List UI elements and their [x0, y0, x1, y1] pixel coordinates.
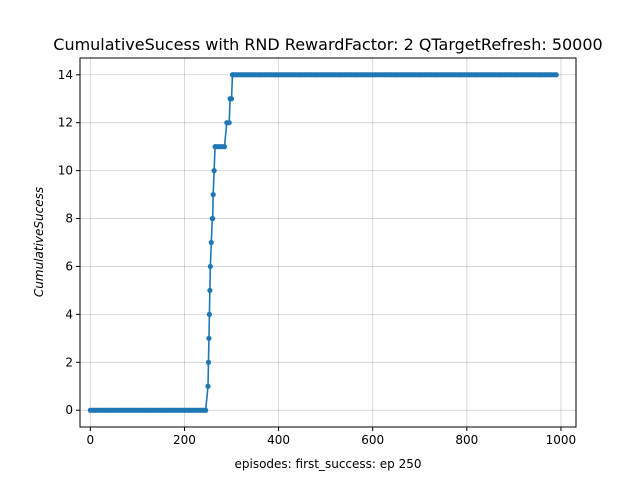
data-point	[207, 287, 213, 294]
y-tick-label: 0	[65, 403, 73, 417]
y-tick-label: 14	[58, 68, 73, 82]
data-point	[210, 191, 216, 198]
data-point	[207, 263, 213, 270]
plot-frame	[79, 57, 577, 428]
data-point	[226, 120, 232, 126]
y-axis-label: CumulativeSucess	[32, 187, 46, 297]
data-point	[205, 359, 212, 365]
y-tick-label: 2	[65, 355, 73, 369]
x-tick-label: 200	[173, 433, 196, 447]
x-tick-label: 600	[361, 433, 384, 447]
data-point	[206, 311, 213, 317]
data-point	[205, 383, 211, 389]
ticks: 0 200 400 600 800 1000 0 2 4 6 8 10 12 14	[58, 68, 576, 447]
data-point	[221, 144, 228, 150]
data-point	[553, 72, 559, 78]
data-point	[206, 335, 212, 341]
x-tick-label: 800	[455, 433, 478, 447]
x-tick-label: 1000	[546, 433, 577, 447]
y-tick-label: 8	[65, 212, 73, 226]
plot-background	[80, 58, 576, 427]
data-point	[228, 96, 235, 102]
data-point	[210, 215, 216, 222]
x-tick-label: 400	[267, 433, 290, 447]
data-point	[208, 239, 214, 246]
y-tick-label: 6	[65, 259, 73, 273]
x-axis-label: episodes: first_success: ep 250	[234, 457, 421, 471]
y-tick-label: 10	[58, 164, 73, 178]
data-point	[203, 407, 209, 413]
chart-title: CumulativeSucess with RND RewardFactor: …	[53, 35, 602, 54]
x-tick-label: 0	[87, 433, 95, 447]
y-tick-label: 12	[58, 116, 73, 130]
series-layer	[87, 72, 559, 413]
y-tick-label: 4	[65, 307, 73, 321]
data-point	[211, 168, 217, 174]
